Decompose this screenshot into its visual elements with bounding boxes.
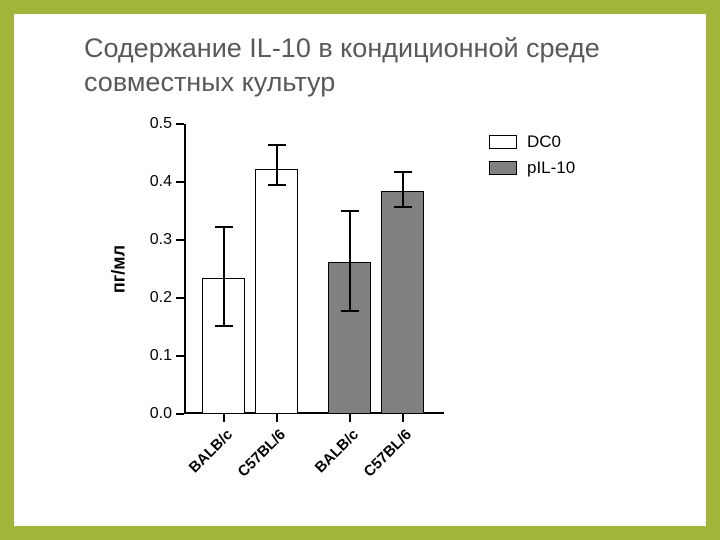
page-title: Содержание IL-10 в кондиционной среде со… <box>84 32 706 100</box>
legend-label: pIL-10 <box>527 158 575 178</box>
y-tick-label: 0.2 <box>150 289 172 307</box>
y-tick-label: 0.3 <box>150 231 172 249</box>
x-tick-label: BALB/c <box>185 426 235 476</box>
legend-swatch <box>489 161 517 175</box>
error-cap <box>394 171 412 173</box>
error-bar <box>349 211 351 311</box>
legend-swatch <box>489 135 517 149</box>
y-tick <box>176 239 184 241</box>
error-cap <box>268 184 286 186</box>
y-tick <box>176 123 184 125</box>
y-tick-label: 0.0 <box>150 405 172 423</box>
x-tick <box>402 414 404 422</box>
x-tick-label: BALB/c <box>311 426 361 476</box>
slide-body: Содержание IL-10 в кондиционной среде со… <box>14 14 706 526</box>
error-cap <box>215 325 233 327</box>
error-bar <box>223 227 225 326</box>
legend-item: pIL-10 <box>489 158 575 178</box>
error-bar <box>402 172 404 207</box>
x-tick-label: C57BL/6 <box>234 426 288 480</box>
y-tick-label: 0.1 <box>150 347 172 365</box>
y-axis-title: пг/мл <box>109 245 130 293</box>
x-tick-label: C57BL/6 <box>360 426 414 480</box>
y-tick-label: 0.5 <box>150 115 172 133</box>
y-tick <box>176 181 184 183</box>
x-tick <box>349 414 351 422</box>
x-tick <box>223 414 225 422</box>
x-tick <box>276 414 278 422</box>
error-cap <box>394 206 412 208</box>
y-tick <box>176 297 184 299</box>
error-cap <box>341 310 359 312</box>
legend-label: DC0 <box>527 132 561 152</box>
bar <box>255 169 298 414</box>
error-bar <box>276 145 278 184</box>
il10-bar-chart: 0.00.10.20.30.40.5BALB/cC57BL/6BALB/cC57… <box>184 124 444 414</box>
legend: DC0 pIL-10 <box>489 132 575 184</box>
y-axis <box>184 124 186 414</box>
error-cap <box>341 210 359 212</box>
bar <box>381 191 424 414</box>
y-tick <box>176 413 184 415</box>
error-cap <box>215 226 233 228</box>
y-tick-label: 0.4 <box>150 173 172 191</box>
y-tick <box>176 355 184 357</box>
error-cap <box>268 144 286 146</box>
slide-frame: Содержание IL-10 в кондиционной среде со… <box>0 0 720 540</box>
legend-item: DC0 <box>489 132 575 152</box>
